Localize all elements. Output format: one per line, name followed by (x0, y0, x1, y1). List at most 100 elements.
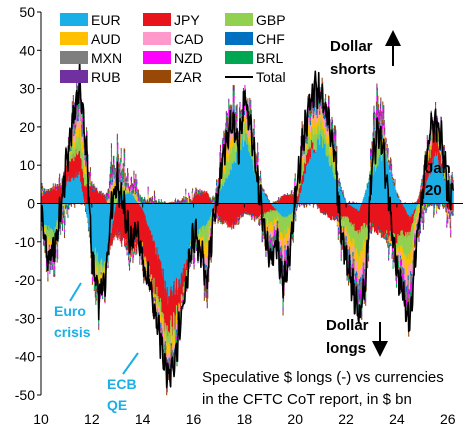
bar-cad (398, 252, 399, 255)
bar-chf (391, 168, 392, 170)
bar-cad (148, 194, 149, 196)
bar-chf (408, 275, 409, 280)
bar-chf (112, 237, 113, 238)
bar-aud (125, 240, 126, 241)
bar-aud (240, 137, 241, 143)
bar-cad (158, 307, 159, 312)
bar-aud (431, 136, 432, 139)
bar-chf (44, 192, 45, 193)
bar-cad (88, 227, 89, 228)
bar-cad (403, 260, 404, 268)
bar-jpy (444, 179, 445, 181)
bar-aud (353, 239, 354, 248)
bar-cad (447, 212, 448, 215)
bar-gbp (162, 313, 163, 318)
bar-eur (453, 189, 454, 204)
bar-aud (319, 123, 320, 131)
bar-chf (77, 115, 78, 121)
bar-cad (415, 229, 416, 233)
bar-aud (403, 253, 404, 260)
bar-gbp (310, 139, 311, 147)
bar-aud (246, 126, 247, 134)
bar-chf (345, 201, 346, 202)
bar-cad (101, 269, 102, 272)
bar-cad (244, 115, 245, 117)
bar-gbp (144, 257, 145, 258)
bar-aud (314, 114, 315, 127)
bar-aud (428, 152, 429, 153)
bar-chf (92, 186, 93, 187)
bar-chf (378, 226, 379, 227)
bar-cad (82, 137, 83, 143)
bar-chf (92, 190, 93, 191)
bar-cad (178, 307, 179, 311)
bar-gbp (176, 305, 177, 313)
bar-cad (232, 133, 233, 137)
bar-chf (370, 156, 371, 160)
bar-aud (154, 296, 155, 297)
bar-chf (154, 201, 155, 202)
bar-cad (70, 151, 71, 152)
bar-aud (316, 122, 317, 134)
bar-chf (390, 243, 391, 246)
bar-cad (348, 244, 349, 249)
bar-cad (408, 265, 409, 275)
bar-cad (192, 193, 193, 197)
bar-chf (284, 245, 285, 248)
bar-cad (77, 121, 78, 130)
bar-chf (417, 199, 418, 200)
bar-gbp (156, 287, 157, 298)
bar-gbp (181, 295, 182, 299)
bar-aud (267, 221, 268, 226)
bar-chf (340, 190, 341, 192)
bar-chf (94, 190, 95, 191)
bar-cad (286, 244, 287, 250)
bar-aud (390, 241, 391, 243)
bar-cad (176, 323, 177, 330)
bar-jpy (305, 164, 306, 173)
bar-aud (67, 210, 68, 211)
bar-chf (210, 199, 211, 200)
bar-aud (171, 329, 172, 338)
bar-aud (327, 136, 328, 143)
bar-cad (139, 202, 140, 203)
bar-chf (405, 281, 406, 282)
bar-aud (278, 223, 279, 227)
bar-cad (304, 154, 305, 159)
bar-chf (401, 259, 402, 265)
bar-chf (323, 116, 324, 118)
bar-aud (346, 226, 347, 231)
bar-gbp (389, 236, 390, 240)
bar-aud (228, 154, 229, 162)
bar-aud (391, 243, 392, 245)
bar-gbp (192, 200, 193, 201)
bar-chf (196, 195, 197, 196)
bar-gbp (172, 327, 173, 337)
bar-gbp (386, 230, 387, 232)
bar-chf (352, 252, 353, 256)
bar-chf (287, 241, 288, 242)
bar-cad (160, 321, 161, 323)
bar-jpy (107, 262, 108, 263)
bar-gbp (95, 248, 96, 263)
bar-cad (353, 248, 354, 259)
bar-chf (49, 245, 50, 247)
bar-chf (74, 131, 75, 134)
bar-chf (78, 118, 79, 121)
bar-jpy (276, 210, 277, 211)
bar-chf (286, 250, 287, 256)
bar-chf (317, 117, 318, 118)
bar-cad (321, 109, 322, 113)
bar-aud (85, 167, 86, 174)
bar-chf (402, 267, 403, 269)
bar-gbp (431, 139, 432, 146)
bar-chf (267, 198, 268, 199)
bar-aud (89, 184, 90, 187)
bar-cad (108, 199, 109, 203)
bar-chf (164, 351, 165, 352)
bar-cad (42, 191, 43, 192)
bar-gbp (135, 243, 136, 244)
bar-aud (274, 218, 275, 224)
bar-cad (272, 232, 273, 237)
bar-chf (221, 219, 222, 221)
